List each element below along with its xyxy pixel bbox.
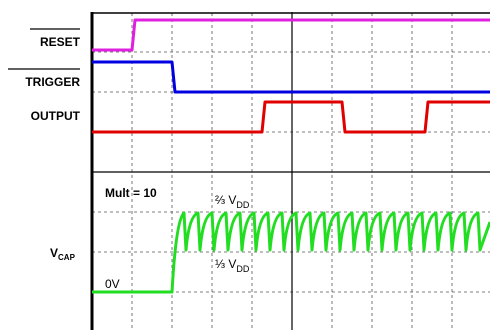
- zero-label: 0V: [105, 277, 120, 291]
- one-third-label: ⅓ VDD: [215, 257, 250, 274]
- mult-label: Mult = 10: [105, 186, 157, 200]
- reset-wave: [92, 18, 490, 52]
- one-third-main: ⅓ V: [215, 257, 236, 271]
- reset-label: RESET: [40, 35, 81, 49]
- vcap-label: VCAP: [50, 246, 76, 262]
- vcap-main: V: [50, 246, 58, 260]
- trigger-label: TRIGGER: [25, 75, 80, 89]
- vcap-wave: [92, 211, 490, 294]
- output-label: OUTPUT: [31, 109, 81, 123]
- trigger-wave: [92, 60, 490, 94]
- two-thirds-main: ⅔ V: [215, 193, 236, 207]
- two-thirds-sub: DD: [236, 200, 249, 210]
- vcap-sub: CAP: [58, 253, 76, 262]
- two-thirds-label: ⅔ VDD: [215, 193, 250, 210]
- output-wave: [92, 100, 490, 134]
- one-third-sub: DD: [236, 264, 249, 274]
